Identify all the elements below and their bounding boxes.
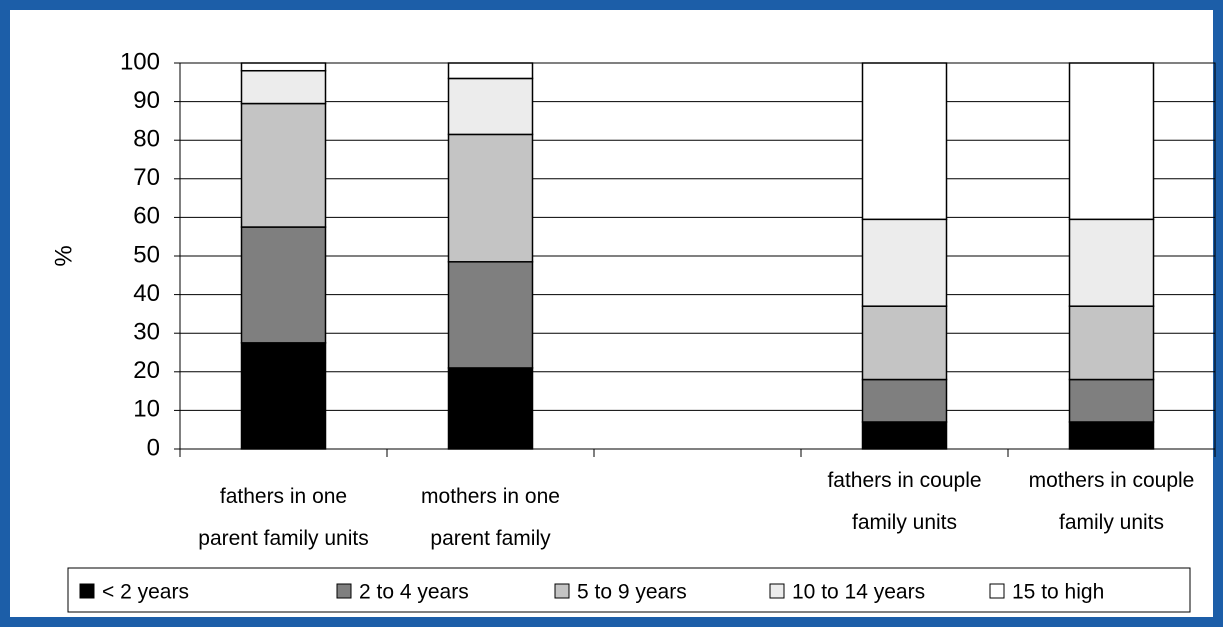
bar-segment [1068,305,1155,381]
legend-label: < 2 years [102,581,189,604]
y-tick-label: 10 [133,396,160,423]
y-tick-label: 40 [133,280,160,307]
legend-label: 15 to high [1012,581,1104,604]
y-tick-label: 50 [133,241,160,268]
legend-label: 5 to 9 years [577,581,687,604]
y-tick-label: 80 [133,126,160,153]
bar-segment [447,77,534,136]
y-tick-label: 20 [133,357,160,384]
x-tick-label: mothers in couple family units [1029,469,1195,534]
legend-swatch [554,583,570,599]
x-tick-label: fathers in one parent family units [198,485,368,550]
bar-segment [240,342,327,450]
bar-segment [240,62,327,72]
y-axis-label: % [50,245,77,266]
legend-swatch [79,583,95,599]
bar-segment [1068,218,1155,307]
bar-segment [861,421,948,450]
bar-segment [861,62,948,221]
bar-segment [240,69,327,105]
legend-swatch [769,583,785,599]
legend-label: 10 to 14 years [792,581,925,604]
bar-segment [1068,378,1155,423]
x-tick-label: mothers in one parent family [421,485,560,550]
legend-swatch [336,583,352,599]
bar-segment [240,102,327,228]
y-tick-label: 60 [133,203,160,230]
bar-segment [861,305,948,381]
legend-box [67,567,1191,613]
y-tick-label: 0 [147,434,160,461]
legend-label: 2 to 4 years [359,581,469,604]
bar-segment [447,62,534,80]
bar-segment [447,133,534,263]
bar-segment [1068,421,1155,450]
bar-segment [861,378,948,423]
legend-swatch [989,583,1005,599]
y-tick-label: 30 [133,319,160,346]
y-tick-label: 70 [133,164,160,191]
x-tick-label: fathers in couple family units [827,469,981,534]
bar-segment [447,261,534,369]
bar-segment [240,226,327,344]
y-tick-label: 90 [133,87,160,114]
y-tick-label: 100 [120,48,160,75]
bar-segment [447,367,534,450]
bar-segment [861,218,948,307]
plot-border [179,62,1216,450]
bar-segment [1068,62,1155,221]
chart-background [10,10,1213,617]
